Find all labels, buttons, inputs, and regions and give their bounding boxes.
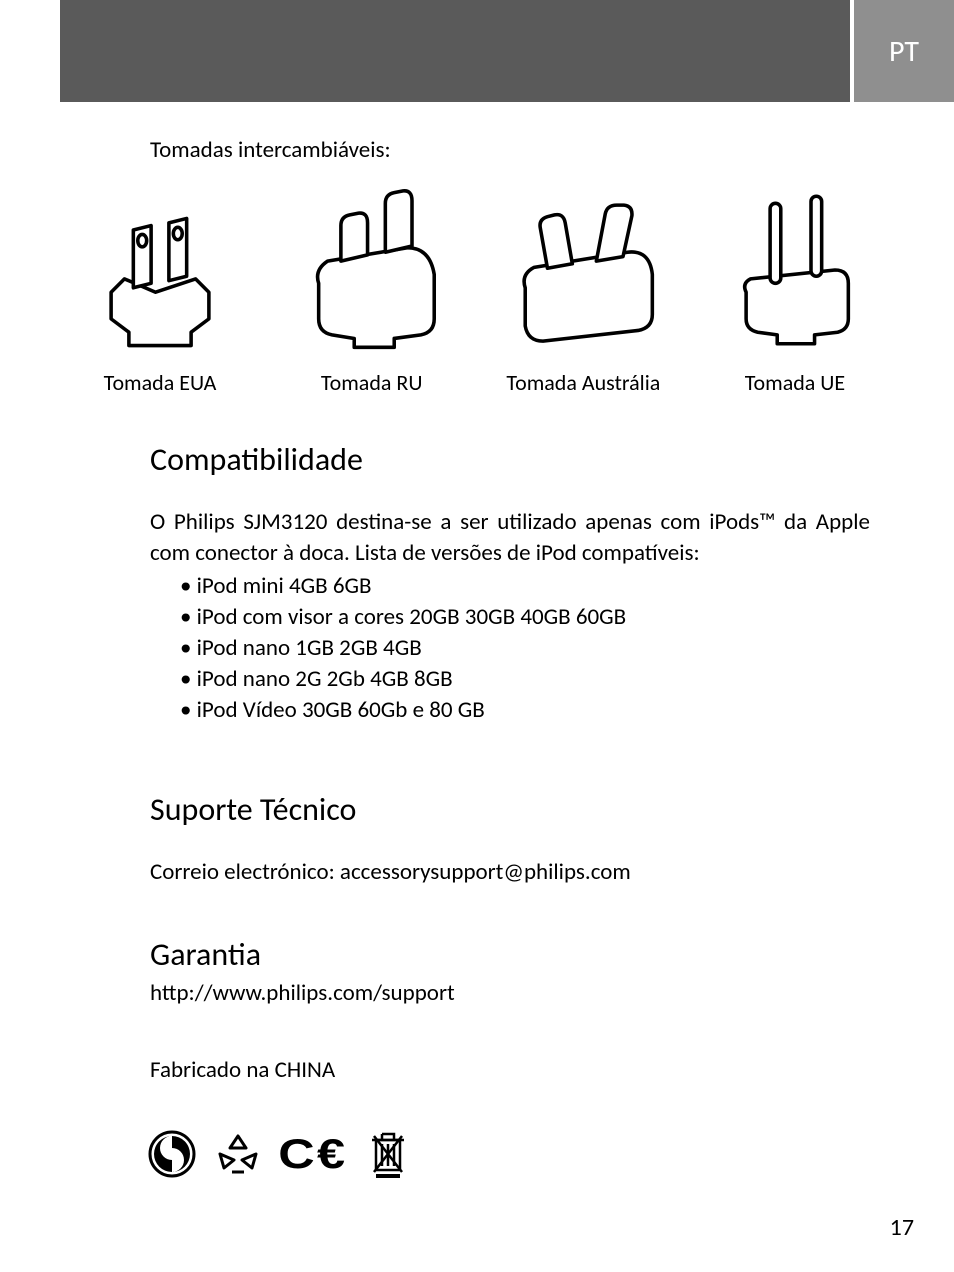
plug-uk-illustration <box>282 175 462 365</box>
plug-australia: Tomada Austrália <box>483 175 683 396</box>
warranty-url: http://www.philips.com/support <box>150 978 870 1009</box>
certification-icons: C€ <box>148 1130 412 1178</box>
list-item: iPod nano 2G 2Gb 4GB 8GB <box>180 664 870 695</box>
compat-heading: Compatibilidade <box>150 440 870 479</box>
support-body: Correio electrónico: accessorysupport@ph… <box>150 857 870 888</box>
plug-eu: Tomada UE <box>695 175 895 396</box>
made-in: Fabricado na CHINA <box>150 1055 870 1086</box>
plug-australia-label: Tomada Austrália <box>483 369 683 396</box>
plugs-row: Tomada EUA Tomada RU Tomada <box>60 175 895 396</box>
support-heading: Suporte Técnico <box>150 790 870 829</box>
intro-text: Tomadas intercambiáveis: <box>150 136 391 164</box>
list-item: iPod com visor a cores 20GB 30GB 40GB 60… <box>180 602 870 633</box>
header-bar <box>60 0 850 102</box>
made-in-text: Fabricado na CHINA <box>150 1055 870 1086</box>
weee-bin-icon <box>364 1130 412 1178</box>
plug-usa-illustration <box>70 175 250 365</box>
list-item: iPod mini 4GB 6GB <box>180 571 870 602</box>
plug-eu-illustration <box>705 175 885 365</box>
section-warranty: Garantia http://www.philips.com/support <box>150 935 870 1009</box>
plug-eu-label: Tomada UE <box>695 369 895 396</box>
compat-body: O Philips SJM3120 destina-se a ser utili… <box>150 507 870 569</box>
recycle-icon <box>214 1130 262 1178</box>
ce-mark-icon: C€ <box>278 1130 347 1178</box>
section-support: Suporte Técnico Correio electrónico: acc… <box>150 790 870 888</box>
list-item: iPod Vídeo 30GB 60Gb e 80 GB <box>180 695 870 726</box>
plug-usa: Tomada EUA <box>60 175 260 396</box>
green-dot-icon <box>148 1130 196 1178</box>
plug-usa-label: Tomada EUA <box>60 369 260 396</box>
plug-australia-illustration <box>493 175 673 365</box>
section-compatibility: Compatibilidade O Philips SJM3120 destin… <box>150 440 870 726</box>
compat-list: iPod mini 4GB 6GB iPod com visor a cores… <box>150 571 870 726</box>
plug-uk: Tomada RU <box>272 175 472 396</box>
warranty-heading: Garantia <box>150 935 870 974</box>
list-item: iPod nano 1GB 2GB 4GB <box>180 633 870 664</box>
plug-uk-label: Tomada RU <box>272 369 472 396</box>
language-tab: PT <box>854 0 954 102</box>
page-number: 17 <box>890 1213 914 1242</box>
